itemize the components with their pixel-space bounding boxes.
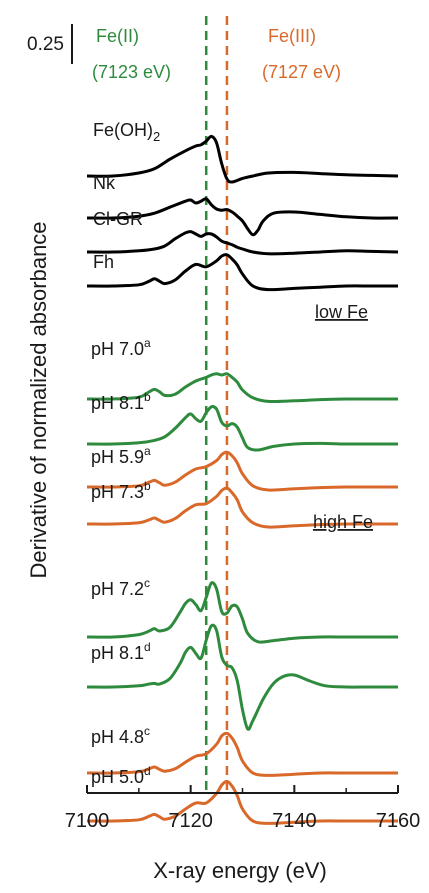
series-line-ph-5-9a bbox=[86, 450, 399, 492]
series-label: pH 4.8c bbox=[91, 724, 150, 747]
series-label: Cl-GR bbox=[93, 209, 143, 229]
series-label: pH 7.2c bbox=[91, 576, 150, 599]
series-line-fh bbox=[86, 253, 398, 292]
series-line-ph-7-2c bbox=[86, 581, 398, 644]
group-label-high-fe: high Fe bbox=[313, 512, 373, 532]
plot-axes bbox=[86, 785, 399, 794]
series-label: pH 8.1b bbox=[91, 390, 151, 413]
x-tick-label: 7140 bbox=[272, 810, 317, 832]
fe2-energy-label: (7123 eV) bbox=[92, 62, 171, 82]
series-label: pH 8.1d bbox=[91, 640, 151, 663]
series-lines bbox=[86, 134, 399, 825]
series-line-nk bbox=[86, 197, 399, 237]
x-tick-labels: 7100 7120 7140 7160 bbox=[65, 810, 421, 832]
scale-bar-label: 0.25 bbox=[27, 34, 64, 55]
fe2-label: Fe(II) bbox=[96, 26, 139, 46]
series-line-ph-7-3b bbox=[86, 486, 398, 529]
series-line-ph-4-8c bbox=[86, 731, 398, 777]
series-label: Nk bbox=[93, 173, 116, 193]
x-tick-label: 7100 bbox=[65, 810, 110, 832]
series-label: Fh bbox=[93, 252, 114, 272]
group-label-low-fe: low Fe bbox=[315, 302, 368, 322]
series-label: pH 5.0d bbox=[91, 764, 151, 787]
series-label: Fe(OH)2 bbox=[93, 120, 160, 144]
series-labels: Fe(OH)2 Nk Cl-GR Fh pH 7.0a pH 8.1b pH 5.9a pH … bbox=[91, 120, 160, 787]
series-line-ph-8-1b bbox=[86, 405, 398, 452]
series-line-cl-gr bbox=[86, 230, 399, 256]
reference-lines bbox=[204, 16, 229, 793]
series-label: pH 7.0a bbox=[91, 336, 151, 359]
series-line-fe-oh-2 bbox=[86, 134, 399, 184]
fe3-label: Fe(III) bbox=[268, 26, 316, 46]
series-line-ph-7-0a bbox=[86, 372, 398, 404]
series-line-ph-8-1d bbox=[86, 623, 398, 731]
fe3-energy-label: (7127 eV) bbox=[262, 62, 341, 82]
y-axis-title: Derivative of normalized absorbance bbox=[26, 221, 51, 578]
x-tick-label: 7120 bbox=[168, 810, 213, 832]
x-axis-title: X-ray energy (eV) bbox=[153, 858, 327, 883]
series-label: pH 7.3b bbox=[91, 479, 151, 502]
series-line-ph-5-0d bbox=[86, 779, 398, 825]
series-label: pH 5.9a bbox=[91, 444, 151, 467]
x-tick-label: 7160 bbox=[376, 810, 421, 832]
